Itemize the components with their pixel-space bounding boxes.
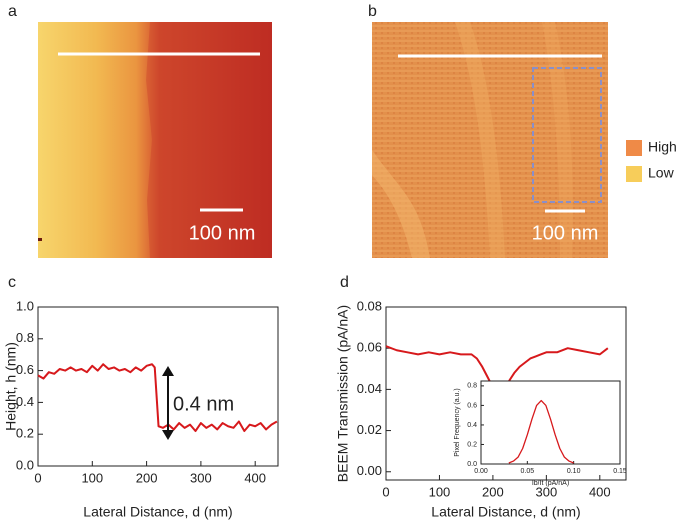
- y-tick-label: 0.8: [16, 330, 34, 345]
- y-tick-label: 0.4: [16, 394, 34, 409]
- legend-swatch: [626, 140, 642, 156]
- x-tick-label: 400: [589, 484, 611, 499]
- y-tick-label: 0.08: [357, 298, 382, 313]
- y-axis-label: BEEM Transmission (pA/nA): [335, 305, 351, 482]
- y-tick-label: 0.00: [357, 463, 382, 478]
- x-tick-label: 200: [482, 484, 504, 499]
- y-tick-label: 0.8: [467, 383, 477, 390]
- data-line: [508, 399, 574, 464]
- x-tick-label: 0.10: [567, 468, 581, 475]
- y-tick-label: 0.2: [16, 426, 34, 441]
- y-tick-label: 0.4: [467, 422, 477, 429]
- scale-bar-label: 100 nm: [189, 222, 256, 244]
- y-axis-label: Height, h (nm): [3, 342, 19, 431]
- x-tick-label: 100: [81, 470, 103, 485]
- plot-frame: [480, 380, 621, 465]
- panel-label: c: [8, 274, 16, 291]
- annotation: 0.4 nm: [173, 393, 234, 415]
- legend-label: High: [648, 139, 677, 155]
- x-tick-label: 0.15: [613, 468, 627, 475]
- y-tick-label: 0.04: [357, 381, 382, 396]
- y-tick-label: 0.0: [467, 461, 477, 468]
- step-annotation: 0.4 nm: [162, 366, 234, 440]
- afm-image: 100 nm: [38, 22, 272, 258]
- panel-label: b: [368, 3, 377, 20]
- y-tick-label: 0.6: [467, 402, 477, 409]
- x-axis-label: Lateral Distance, d (nm): [431, 504, 580, 520]
- y-tick-label: 0.02: [357, 422, 382, 437]
- legend-swatch: [626, 166, 642, 182]
- x-tick-label: 400: [244, 470, 266, 485]
- y-axis-label: Pixel Frequency (a.u.): [454, 388, 461, 456]
- y-tick-label: 0.2: [467, 441, 477, 448]
- legend-label: Low: [648, 165, 675, 181]
- data-line: [37, 363, 278, 433]
- panel-label: d: [340, 274, 349, 291]
- x-tick-label: 0.00: [474, 468, 488, 475]
- x-tick-label: 0: [382, 484, 389, 499]
- plot-frame: [37, 306, 279, 467]
- y-tick-label: 0.0: [16, 457, 34, 472]
- beem-image: 100 nm: [372, 22, 608, 258]
- scale-bar-label: 100 nm: [532, 222, 599, 244]
- x-tick-label: 200: [136, 470, 158, 485]
- x-axis-label: Ib/It (pA/nA): [532, 480, 569, 487]
- x-axis-label: Lateral Distance, d (nm): [83, 504, 232, 520]
- x-tick-label: 300: [190, 470, 212, 485]
- y-tick-label: 1.0: [16, 298, 34, 313]
- panel-label: a: [8, 3, 17, 20]
- y-tick-label: 0.6: [16, 362, 34, 377]
- color-legend: High Low: [626, 139, 677, 182]
- x-tick-label: 0: [34, 470, 41, 485]
- x-tick-label: 300: [536, 484, 558, 499]
- x-tick-label: 0.05: [521, 468, 535, 475]
- x-tick-label: 100: [429, 484, 451, 499]
- y-tick-label: 0.06: [357, 340, 382, 355]
